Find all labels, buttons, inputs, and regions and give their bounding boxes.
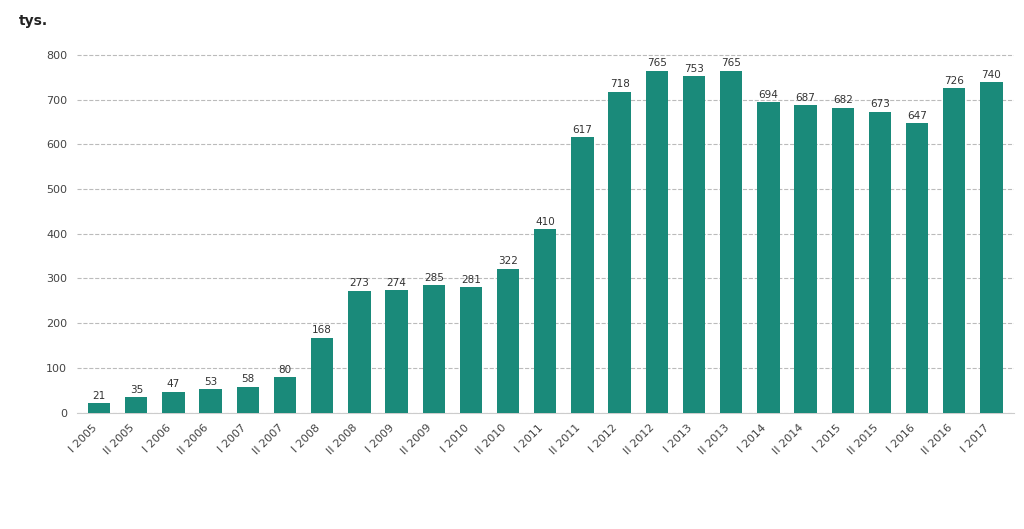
Bar bbox=[646, 70, 668, 413]
Text: 617: 617 bbox=[572, 124, 593, 134]
Bar bbox=[497, 269, 519, 413]
Bar bbox=[943, 88, 966, 413]
Text: 726: 726 bbox=[944, 76, 965, 86]
Text: 273: 273 bbox=[349, 278, 370, 288]
Text: 322: 322 bbox=[498, 257, 518, 267]
Text: 694: 694 bbox=[759, 90, 778, 100]
Bar bbox=[163, 391, 184, 413]
Bar bbox=[720, 70, 742, 413]
Text: 281: 281 bbox=[461, 275, 481, 285]
Text: 274: 274 bbox=[387, 278, 407, 288]
Bar bbox=[237, 387, 259, 413]
Bar bbox=[571, 136, 594, 413]
Text: 410: 410 bbox=[536, 217, 555, 227]
Text: 682: 682 bbox=[833, 95, 853, 105]
Bar bbox=[683, 76, 706, 413]
Bar bbox=[348, 290, 371, 413]
Bar bbox=[757, 102, 779, 413]
Bar bbox=[608, 92, 631, 413]
Text: 35: 35 bbox=[130, 385, 143, 395]
Text: 53: 53 bbox=[204, 377, 217, 387]
Text: 673: 673 bbox=[870, 99, 890, 110]
Text: 21: 21 bbox=[92, 391, 105, 401]
Text: 765: 765 bbox=[721, 58, 741, 68]
Text: 718: 718 bbox=[609, 79, 630, 89]
Text: tys.: tys. bbox=[18, 14, 48, 29]
Bar bbox=[460, 287, 482, 413]
Text: 740: 740 bbox=[982, 69, 1001, 79]
Bar bbox=[906, 123, 928, 413]
Bar bbox=[273, 377, 296, 413]
Bar bbox=[868, 112, 891, 413]
Text: 765: 765 bbox=[647, 58, 667, 68]
Bar bbox=[980, 82, 1002, 413]
Text: 285: 285 bbox=[424, 273, 443, 283]
Text: 47: 47 bbox=[167, 379, 180, 389]
Bar bbox=[125, 397, 147, 413]
Text: 58: 58 bbox=[242, 375, 254, 385]
Bar bbox=[200, 389, 222, 413]
Text: 753: 753 bbox=[684, 63, 703, 74]
Bar bbox=[385, 290, 408, 413]
Text: 168: 168 bbox=[312, 325, 332, 335]
Text: 647: 647 bbox=[907, 111, 927, 121]
Bar bbox=[88, 403, 111, 413]
Text: 80: 80 bbox=[279, 364, 292, 375]
Bar bbox=[311, 338, 334, 413]
Bar bbox=[795, 105, 817, 413]
Bar bbox=[423, 285, 444, 413]
Bar bbox=[535, 229, 556, 413]
Bar bbox=[831, 108, 854, 413]
Text: 687: 687 bbox=[796, 93, 815, 103]
